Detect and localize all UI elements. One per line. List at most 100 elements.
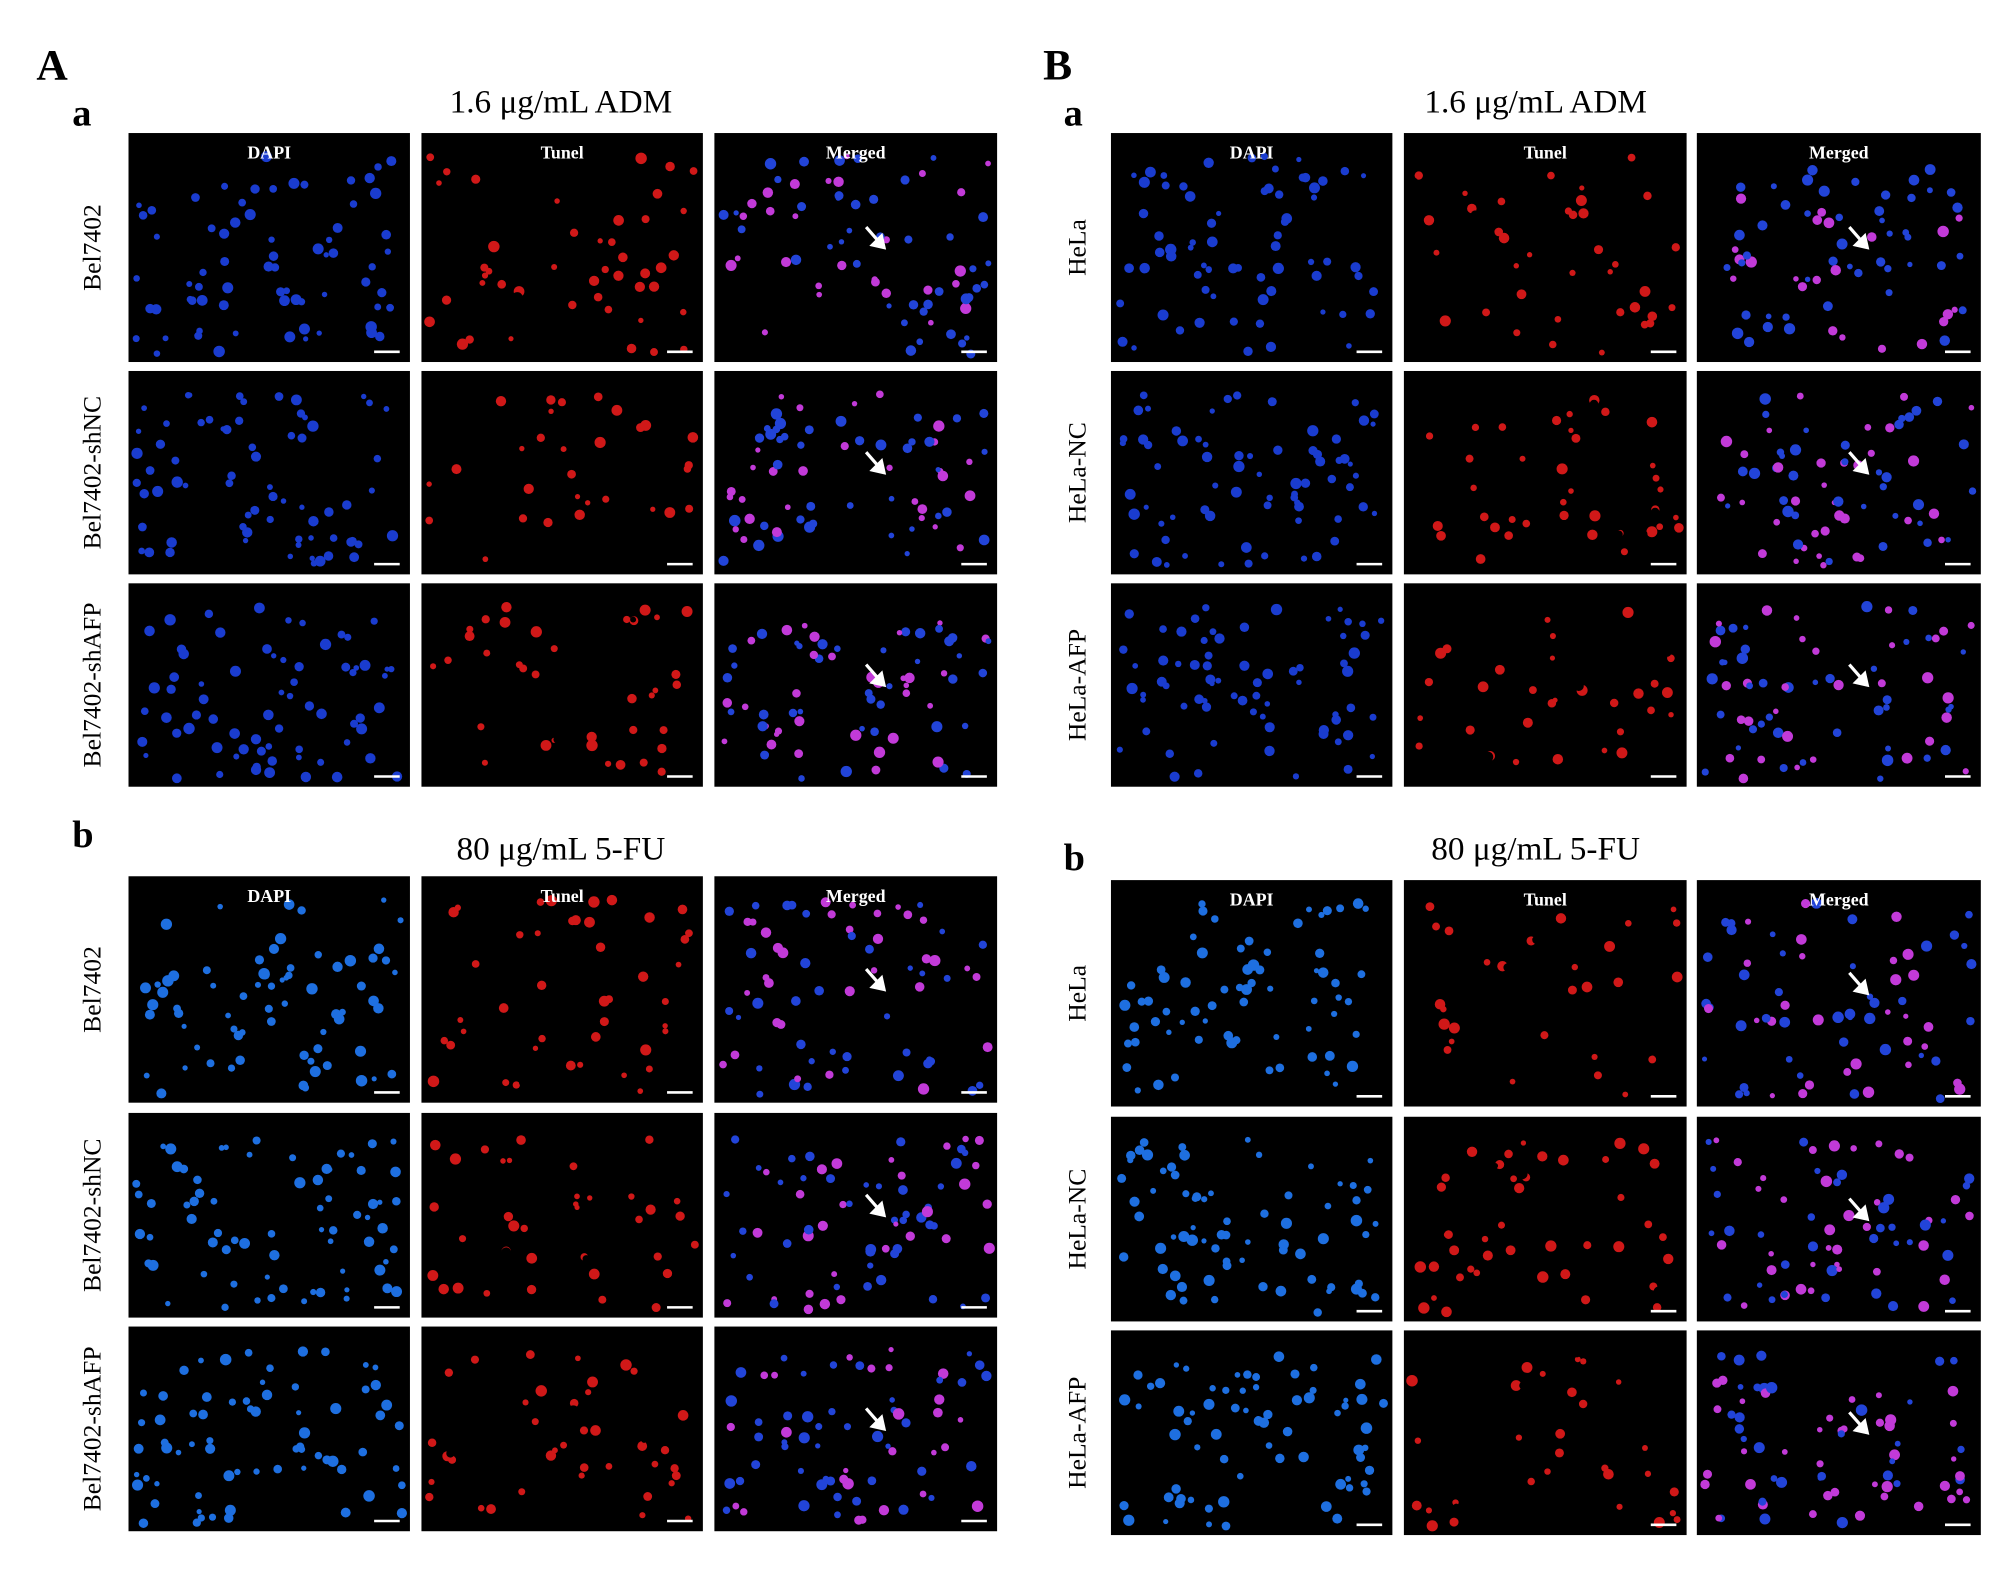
column-header: Merged <box>826 886 886 906</box>
nucleus <box>1889 642 1896 649</box>
nucleus <box>1425 1507 1433 1514</box>
nucleus <box>1521 1362 1533 1373</box>
nucleus <box>133 1443 144 1454</box>
nucleus <box>1140 697 1146 703</box>
nucleus <box>941 1443 950 1452</box>
nucleus <box>1354 1378 1366 1390</box>
nucleus <box>1668 1075 1677 1084</box>
nucleus <box>1877 775 1884 782</box>
nucleus <box>826 1476 836 1486</box>
row-label: Bel7402-shNC <box>77 396 106 549</box>
nucleus <box>343 1295 350 1302</box>
nucleus <box>888 1156 895 1163</box>
nucleus <box>1239 1387 1246 1394</box>
nucleus <box>250 764 262 776</box>
nucleus <box>1646 416 1658 428</box>
nucleus <box>471 960 480 968</box>
nucleus <box>617 1391 629 1402</box>
nucleus <box>732 1502 740 1510</box>
nucleus <box>1467 1177 1475 1185</box>
nucleus <box>512 1081 520 1089</box>
nucleus <box>1889 956 1898 965</box>
nucleus <box>165 1143 177 1155</box>
nucleus <box>886 464 893 471</box>
nucleus <box>495 395 507 407</box>
nucleus <box>1140 691 1147 698</box>
nucleus <box>606 894 618 906</box>
nucleus <box>1644 1470 1652 1477</box>
nucleus <box>1836 1169 1848 1181</box>
nucleus <box>1280 1217 1292 1229</box>
nucleus <box>1209 1385 1216 1392</box>
nucleus <box>590 319 602 331</box>
nucleus <box>162 975 174 987</box>
nucleus <box>290 678 298 686</box>
nucleus <box>1765 313 1772 320</box>
nucleus <box>783 1411 793 1421</box>
nucleus <box>629 919 637 927</box>
nucleus <box>1516 1168 1528 1180</box>
nucleus <box>1411 1500 1422 1511</box>
nucleus <box>1713 1137 1720 1144</box>
nucleus <box>281 1000 288 1007</box>
nucleus <box>1907 455 1920 467</box>
nucleus <box>165 547 175 558</box>
nucleus <box>668 1177 675 1184</box>
nucleus <box>1153 1079 1164 1091</box>
nucleus <box>1573 1349 1581 1358</box>
nucleus <box>1673 748 1682 757</box>
nucleus <box>1362 1487 1371 1496</box>
nucleus <box>1354 1279 1363 1288</box>
nucleus <box>561 1148 572 1159</box>
nucleus <box>1745 918 1752 925</box>
nucleus <box>1588 735 1599 746</box>
nucleus <box>1145 405 1152 412</box>
nucleus <box>527 425 537 434</box>
nucleus <box>723 1299 732 1308</box>
nucleus <box>175 1449 182 1456</box>
nucleus <box>842 1478 854 1490</box>
nucleus <box>377 1199 383 1205</box>
nucleus <box>753 539 765 552</box>
nucleus <box>1202 1018 1208 1024</box>
nucleus <box>390 1166 401 1178</box>
nucleus <box>381 897 387 903</box>
nucleus <box>1817 1426 1823 1433</box>
nucleus <box>1935 1356 1945 1366</box>
nucleus <box>1264 701 1271 707</box>
nucleus <box>1834 1261 1840 1268</box>
nucleus <box>1947 1494 1956 1504</box>
nucleus <box>791 996 801 1006</box>
nucleus <box>1211 915 1219 923</box>
nucleus <box>886 303 892 309</box>
micrograph <box>714 1112 998 1318</box>
nucleus <box>1705 1138 1712 1145</box>
nucleus <box>441 295 452 305</box>
nucleus <box>1792 539 1804 550</box>
nucleus <box>1799 1137 1809 1147</box>
nucleus <box>556 322 567 334</box>
nucleus <box>668 250 679 261</box>
nucleus <box>803 1304 814 1315</box>
nucleus <box>1617 214 1624 220</box>
nucleus <box>872 933 884 945</box>
nucleus <box>1244 559 1253 568</box>
nucleus <box>1864 1012 1876 1025</box>
nucleus <box>980 536 987 543</box>
nucleus <box>486 534 495 543</box>
nucleus <box>553 1467 565 1478</box>
nucleus <box>144 547 155 558</box>
nucleus <box>189 1196 199 1207</box>
nucleus <box>1770 183 1777 190</box>
nucleus <box>1957 1445 1965 1454</box>
nucleus <box>250 184 260 194</box>
nucleus <box>850 199 861 210</box>
nucleus <box>238 198 247 207</box>
nucleus <box>668 1480 675 1487</box>
nucleus <box>1611 475 1619 483</box>
nucleus <box>952 279 960 288</box>
nucleus <box>1807 165 1818 176</box>
nucleus <box>1150 1017 1161 1027</box>
nucleus <box>1808 1146 1817 1155</box>
nucleus <box>1537 240 1549 253</box>
